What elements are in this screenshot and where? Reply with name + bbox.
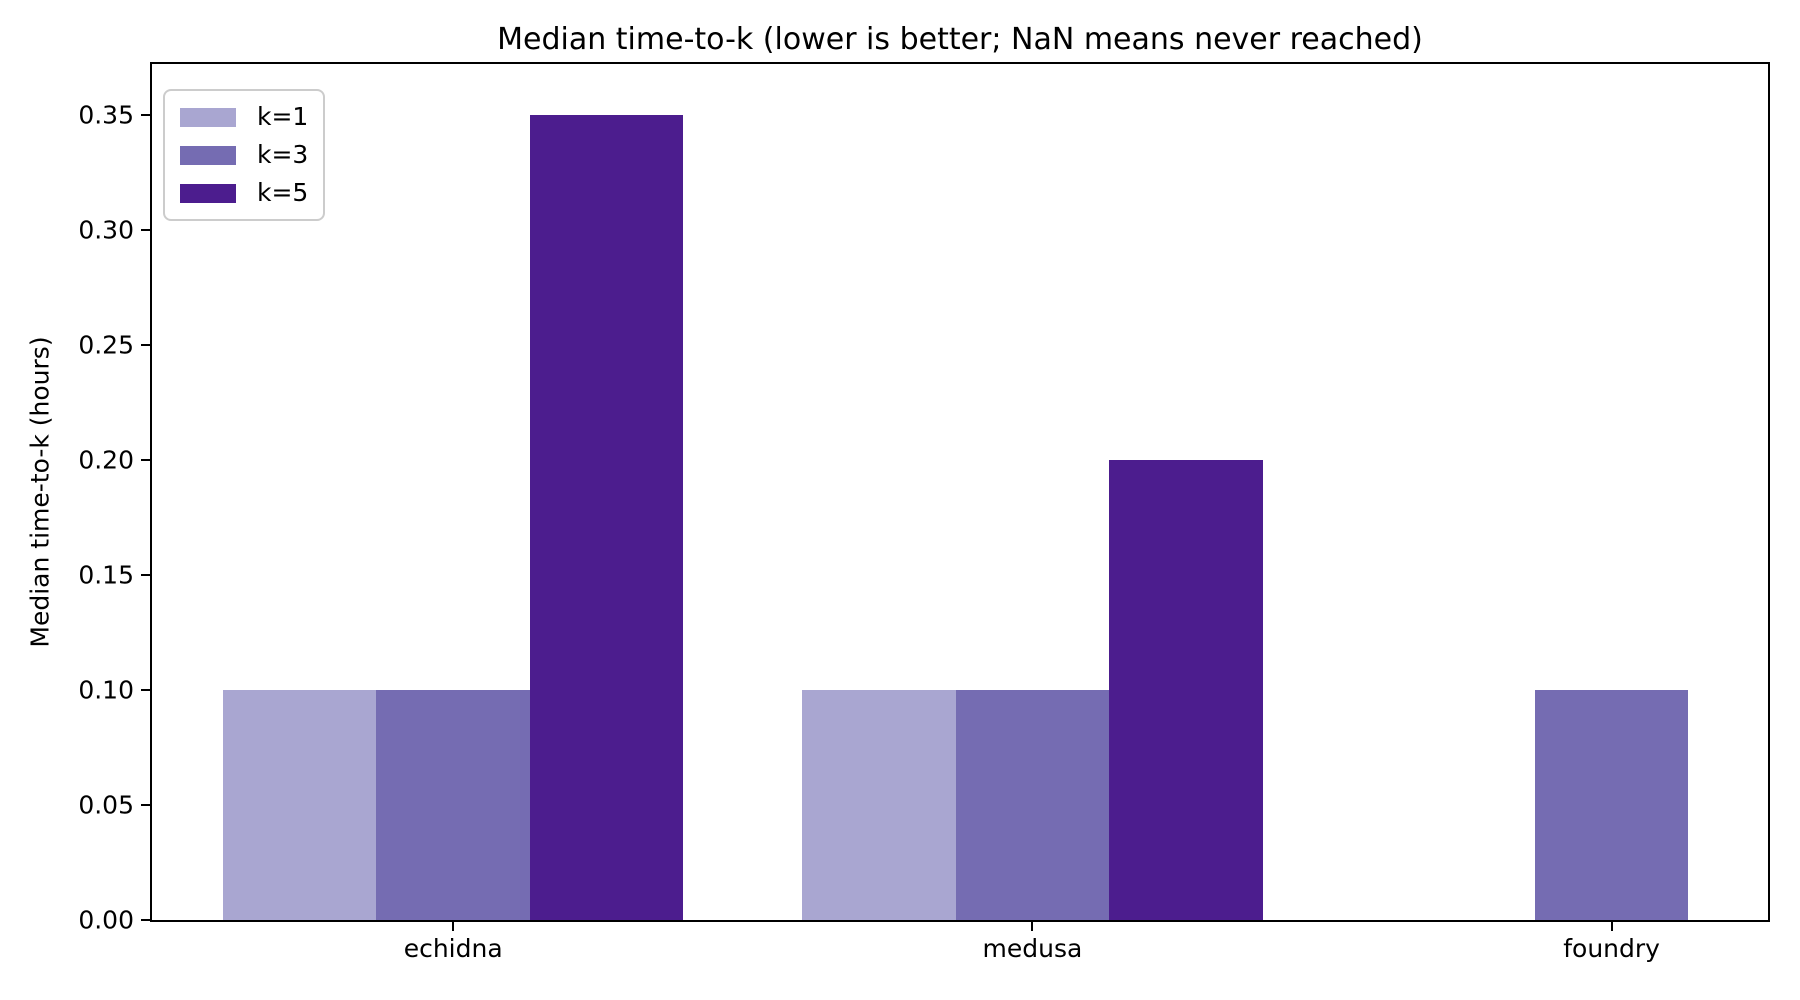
y-tick-label: 0.10 [78,675,134,705]
bar-echidna-k5 [529,114,684,920]
legend-swatch-k1 [180,107,236,127]
bar-echidna-k1 [222,689,377,920]
y-tick-mark [141,228,152,231]
y-tick-label: 0.35 [78,100,134,130]
legend-label: k=3 [257,140,309,169]
legend-item-k5: k=5 [180,178,308,208]
y-tick-label: 0.05 [78,790,134,820]
y-tick-label: 0.25 [78,330,134,360]
y-tick-label: 0.20 [78,445,134,475]
x-tick-mark [1610,920,1613,931]
y-tick-mark [141,919,152,921]
bar-echidna-k3 [376,689,530,920]
legend-swatch-k5 [180,183,236,203]
legend-item-k3: k=3 [180,140,308,170]
legend-label: k=5 [257,178,309,207]
legend-swatch-k3 [180,145,236,165]
legend-label: k=1 [257,102,309,131]
y-tick-label: 0.30 [78,215,134,245]
x-tick-label-foundry: foundry [1563,934,1660,963]
bar-foundry-k3 [1534,689,1689,920]
legend: k=1 k=3 k=5 [163,89,326,221]
plot-area: k=1 k=3 k=5 0.00 0.05 0.10 0.15 0.20 0.25 0.30 0.… [78,62,1770,961]
y-tick-mark [141,688,152,691]
bar-medusa-k5 [1109,459,1263,920]
legend-item-k1: k=1 [180,102,308,132]
y-tick-mark [141,573,152,576]
y-tick-label: 0.00 [78,905,134,935]
y-axis-label: Median time-to-k (hours) [25,336,55,648]
bar-medusa-k1 [802,689,956,920]
y-tick-mark [141,458,152,461]
chart-title: Median time-to-k (lower is better; NaN m… [497,22,1423,57]
x-tick-mark [1031,920,1034,931]
y-tick-label: 0.15 [78,560,134,590]
y-tick-mark [141,343,152,346]
x-tick-label-medusa: medusa [982,934,1083,963]
y-tick-mark [141,113,152,116]
x-tick-mark [452,920,455,931]
bar-medusa-k3 [955,689,1110,920]
x-tick-label-echidna: echidna [403,934,503,963]
y-tick-mark [141,803,152,806]
